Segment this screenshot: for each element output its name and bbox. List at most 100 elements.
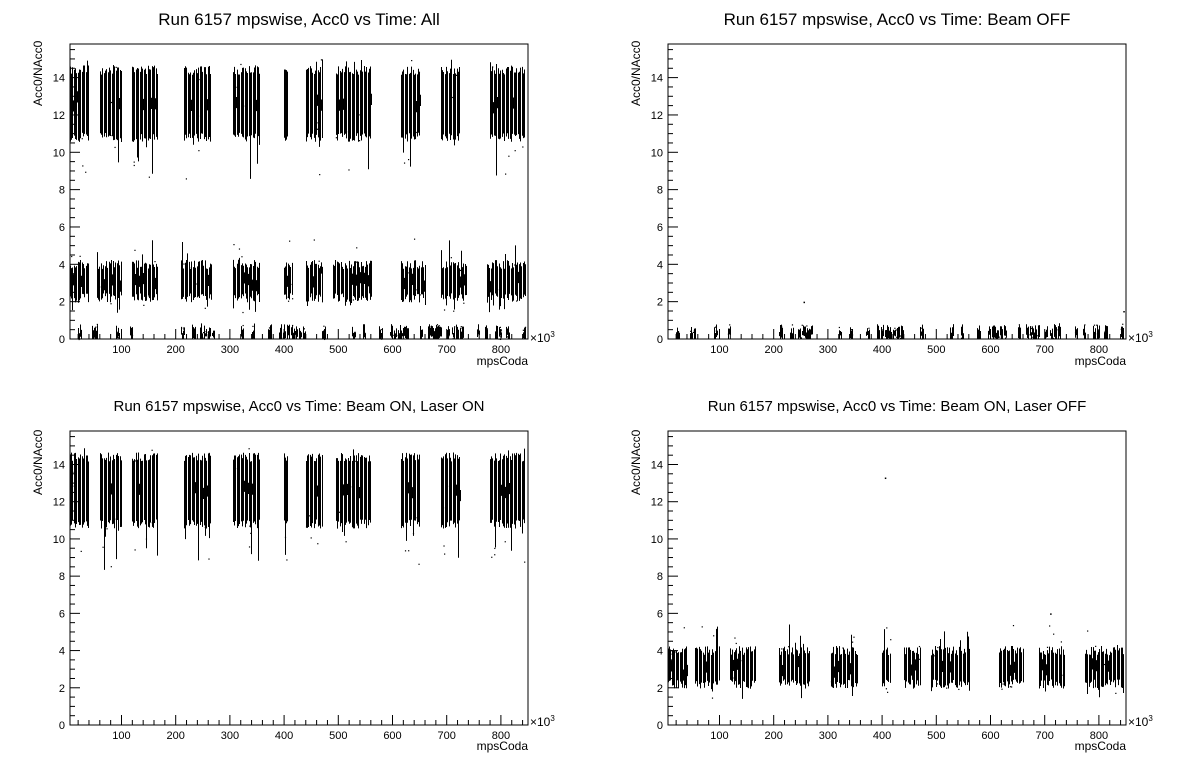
data-point [801, 324, 803, 326]
data-point [853, 636, 855, 638]
x-axis-multiplier: ×103 [1128, 330, 1153, 345]
data-point [505, 173, 507, 175]
data-point [454, 326, 456, 328]
data-point [238, 248, 241, 250]
y-tick-label: 0 [59, 334, 65, 346]
data-point [110, 566, 112, 568]
data-point [241, 334, 243, 336]
y-tick-label: 8 [657, 185, 663, 197]
data-point [781, 336, 783, 338]
data-point [960, 337, 963, 339]
data-point [72, 277, 74, 279]
data-point [243, 275, 245, 277]
data-point [199, 115, 202, 117]
x-tick-label: 700 [438, 344, 456, 356]
data-point [285, 87, 287, 89]
plot-frame [667, 430, 1127, 726]
data-point [1037, 335, 1039, 337]
data-point [319, 174, 321, 176]
data-point [896, 329, 898, 331]
data-point [70, 470, 72, 472]
data-point [1061, 674, 1063, 676]
data-point [1050, 613, 1052, 615]
data-point [204, 526, 206, 529]
data-point [460, 326, 462, 328]
data-point [838, 326, 840, 329]
data-point [781, 648, 783, 650]
data-point [196, 462, 198, 465]
data-point [313, 239, 315, 241]
x-tick-label: 500 [329, 344, 347, 356]
data-point [692, 331, 695, 333]
x-tick-label: 700 [438, 730, 456, 742]
data-point [899, 335, 902, 337]
data-point [1053, 633, 1055, 635]
data-point [413, 238, 416, 240]
data-point [316, 128, 319, 130]
data-point [514, 264, 516, 266]
x-tick-label: 600 [981, 344, 999, 356]
data-point [95, 326, 97, 328]
data-point [306, 281, 308, 283]
data-point [735, 642, 737, 645]
data-point [381, 338, 383, 340]
data-point [998, 336, 1000, 338]
data-point [350, 486, 352, 488]
data-point [1012, 624, 1015, 627]
data-point [151, 522, 153, 524]
data-point [397, 334, 399, 337]
data-point [886, 663, 888, 665]
x-axis-multiplier: ×103 [530, 714, 555, 729]
data-point [500, 335, 502, 337]
data-point [677, 331, 680, 333]
data-point [918, 645, 921, 648]
data-point [446, 82, 448, 84]
data-point [182, 327, 184, 329]
data-point [1018, 335, 1020, 337]
data-point [409, 283, 412, 285]
data-point [806, 332, 808, 334]
data-point [93, 337, 95, 339]
data-point [447, 331, 449, 333]
data-point [911, 667, 913, 669]
y-tick-label: 14 [53, 459, 65, 471]
data-point [808, 337, 810, 339]
data-point [189, 267, 191, 269]
data-point [691, 336, 693, 338]
x-tick-label: 400 [873, 344, 891, 356]
data-point [183, 328, 185, 331]
data-point [94, 328, 96, 331]
data-point [80, 550, 82, 553]
data-point [1095, 645, 1097, 647]
plot-area: 0 2 4 6 8 10 12 14 100 200 300 400 500 600 700 800 [53, 43, 529, 356]
data-point [1046, 646, 1049, 648]
data-point [747, 680, 749, 682]
data-point [937, 646, 939, 649]
data-point [418, 71, 421, 73]
data-point [198, 150, 200, 152]
data-point [670, 653, 672, 655]
data-point [113, 294, 115, 296]
data-point [154, 261, 156, 263]
data-point [791, 324, 794, 326]
x-axis-multiplier: ×103 [530, 330, 555, 345]
data-point [524, 326, 527, 328]
data-point [100, 286, 102, 288]
data-point [522, 329, 524, 331]
data-point [920, 327, 922, 329]
data-point [292, 324, 294, 327]
x-axis-label: mpsCoda [476, 739, 528, 753]
data-point [485, 333, 487, 335]
data-point [1104, 338, 1106, 340]
data-point [729, 324, 731, 326]
data-point [516, 300, 518, 302]
y-tick-label: 8 [59, 185, 65, 197]
data-point [1011, 686, 1013, 688]
data-point [439, 332, 441, 335]
data-point [403, 162, 406, 164]
data-point [852, 641, 854, 643]
plot-panel-beam-on-laser-off: Run 6157 mpswise, Acc0 vs Time: Beam ON,… [598, 386, 1196, 772]
data-point [408, 272, 410, 274]
data-point [75, 271, 77, 274]
data-point [1032, 336, 1034, 338]
